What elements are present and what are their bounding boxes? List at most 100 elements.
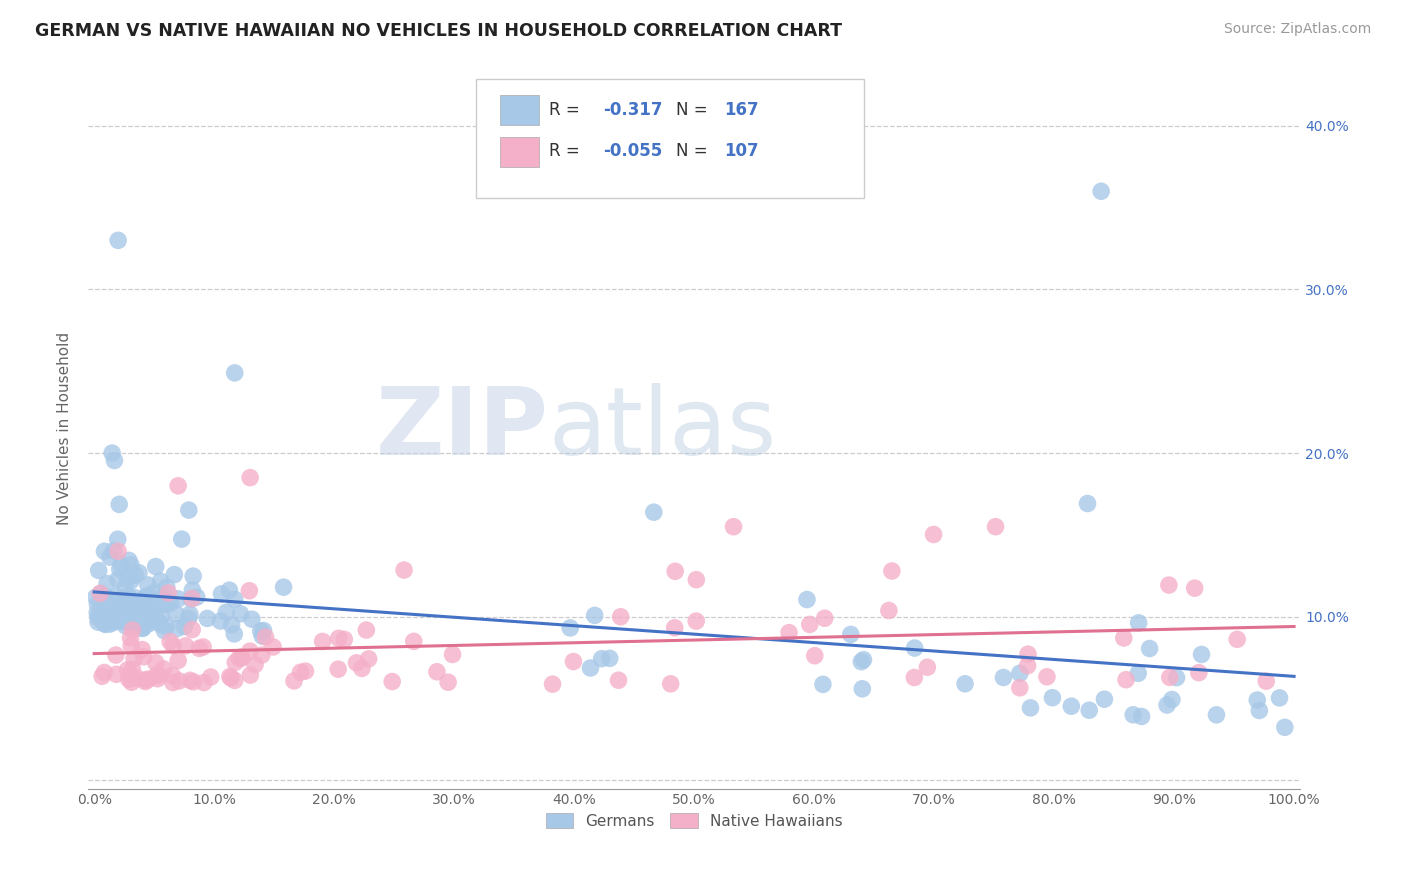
Point [1274, 720, 1296, 734]
Point [1268, 690, 1291, 705]
Point [135, 673, 157, 687]
Point [191, 640, 214, 654]
Point [583, 608, 606, 623]
Point [157, 586, 180, 600]
Point [1188, 665, 1211, 680]
Point [167, 673, 190, 688]
Point [1166, 671, 1188, 685]
Point [993, 671, 1015, 685]
Point [103, 453, 125, 467]
Point [229, 607, 252, 621]
Point [917, 660, 939, 674]
Point [174, 639, 197, 653]
Point [219, 671, 242, 685]
Point [283, 673, 305, 688]
Point [177, 611, 200, 625]
Point [152, 662, 174, 676]
Point [124, 591, 146, 605]
Point [181, 623, 204, 637]
Text: R =: R = [548, 102, 585, 120]
Point [200, 670, 222, 684]
Point [167, 591, 190, 606]
Point [131, 599, 153, 614]
Point [599, 651, 621, 665]
Point [224, 366, 246, 380]
Point [110, 557, 132, 571]
Point [127, 607, 149, 621]
Point [402, 634, 425, 648]
Point [93, 616, 115, 631]
Point [170, 532, 193, 546]
Point [121, 615, 143, 630]
Point [117, 663, 139, 677]
Point [134, 619, 156, 633]
Point [104, 600, 127, 615]
Point [145, 656, 167, 670]
Point [851, 681, 873, 696]
Point [664, 564, 686, 578]
Point [120, 558, 142, 572]
Point [239, 644, 262, 658]
Point [103, 602, 125, 616]
Point [560, 621, 582, 635]
Point [239, 668, 262, 682]
Point [804, 648, 827, 663]
Point [125, 615, 148, 629]
Point [262, 640, 284, 654]
Point [94, 608, 117, 623]
Point [224, 656, 246, 670]
Point [91, 669, 114, 683]
Point [121, 623, 143, 637]
Point [221, 618, 243, 632]
Point [121, 675, 143, 690]
Point [778, 625, 800, 640]
Point [1060, 699, 1083, 714]
Point [290, 665, 312, 680]
Point [132, 597, 155, 611]
Point [93, 596, 115, 610]
Point [107, 573, 129, 587]
Point [132, 604, 155, 618]
Point [1156, 698, 1178, 712]
Point [98, 605, 121, 619]
Point [664, 621, 686, 635]
Point [231, 650, 253, 665]
Point [1191, 648, 1213, 662]
Text: -0.317: -0.317 [603, 102, 662, 120]
Point [1042, 690, 1064, 705]
Point [851, 655, 873, 669]
Point [218, 583, 240, 598]
Point [114, 618, 136, 632]
Point [328, 632, 350, 646]
Point [1128, 666, 1150, 681]
Point [128, 607, 150, 622]
Point [877, 603, 900, 617]
Point [723, 519, 745, 533]
Point [132, 621, 155, 635]
Point [132, 595, 155, 609]
Point [150, 609, 173, 624]
Point [97, 615, 120, 630]
Legend: Germans, Native Hawaiians: Germans, Native Hawaiians [540, 806, 849, 835]
Point [254, 630, 277, 644]
Point [148, 668, 170, 682]
Point [107, 544, 129, 558]
Point [103, 615, 125, 629]
Point [104, 598, 127, 612]
Text: 167: 167 [724, 102, 759, 120]
Point [120, 667, 142, 681]
Point [880, 564, 903, 578]
Point [96, 576, 118, 591]
Point [811, 677, 834, 691]
Point [121, 605, 143, 619]
Point [107, 596, 129, 610]
Point [1115, 673, 1137, 687]
Point [135, 609, 157, 624]
Point [249, 624, 271, 639]
Point [1017, 658, 1039, 673]
Point [122, 597, 145, 611]
Point [1157, 578, 1180, 592]
Point [240, 612, 263, 626]
Point [852, 653, 875, 667]
Point [115, 593, 138, 607]
